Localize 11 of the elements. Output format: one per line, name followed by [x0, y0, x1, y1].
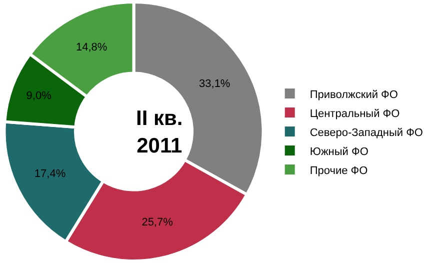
legend-label: Прочие ФО: [310, 164, 368, 177]
legend-label: Северо-Западный ФО: [310, 126, 424, 139]
data-label: 25,7%: [142, 216, 174, 228]
data-label: 14,8%: [76, 42, 108, 54]
data-label: 33,1%: [199, 78, 230, 90]
data-label: 17,4%: [34, 168, 66, 180]
legend-label: Приволжский ФО: [310, 88, 398, 101]
text: II кв. 2011: [136, 107, 183, 158]
legend-label: Южный ФО: [310, 146, 369, 158]
legend-label: Центральный ФО: [310, 108, 400, 120]
data-label: 9,0%: [26, 90, 52, 102]
